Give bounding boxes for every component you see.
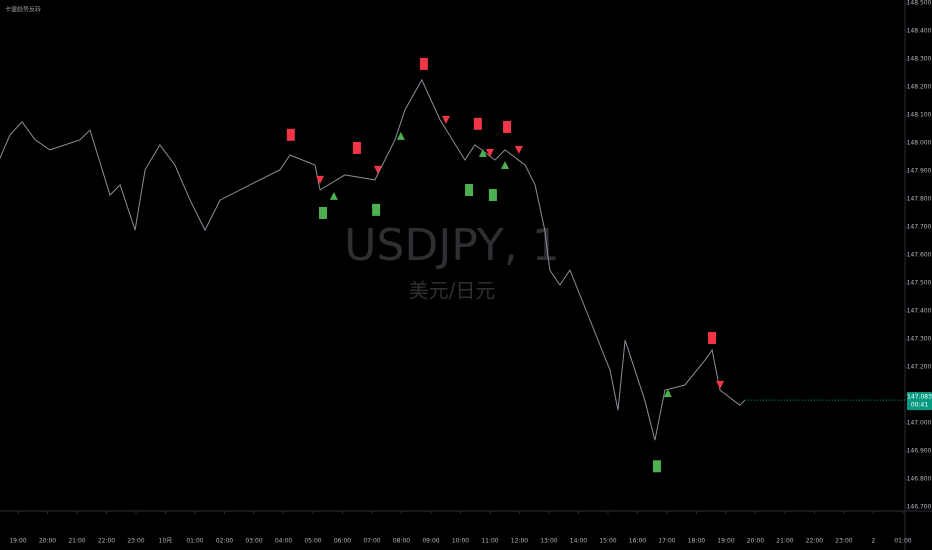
signal-box xyxy=(488,189,497,202)
countdown-label: 00:41 xyxy=(911,402,928,409)
x-tick-label: 01:00 xyxy=(894,538,911,545)
x-tick-label: 08:00 xyxy=(393,538,410,545)
x-tick-label: 19:00 xyxy=(9,538,26,545)
signal-box xyxy=(419,57,428,70)
x-tick-label: 21:00 xyxy=(776,538,793,545)
y-tick-label: 148.400 xyxy=(907,27,932,34)
x-tick-label: 20:00 xyxy=(39,538,56,545)
x-tick-label: 22:00 xyxy=(98,538,115,545)
y-tick-label: 147.500 xyxy=(907,280,932,287)
x-tick-label: 11:00 xyxy=(481,538,498,545)
watermark: USDJPY, 1 xyxy=(344,220,559,271)
watermark-subtitle: 美元/日元 xyxy=(409,279,496,303)
signal-down xyxy=(514,145,523,154)
y-tick-label: 147.300 xyxy=(907,336,932,343)
x-tick-label: 14:00 xyxy=(570,538,587,545)
y-tick-label: 148.500 xyxy=(907,0,932,6)
y-tick-label: 147.000 xyxy=(907,420,932,427)
signal-box xyxy=(652,460,661,473)
y-tick-label: 147.200 xyxy=(907,364,932,371)
y-tick-label: 148.300 xyxy=(907,55,932,62)
signal-down xyxy=(716,381,725,390)
signal-down xyxy=(316,175,325,184)
signal-down xyxy=(373,165,382,174)
x-tick-label: 02:00 xyxy=(216,538,233,545)
signal-up xyxy=(478,149,487,157)
x-tick-label: 12:00 xyxy=(511,538,528,545)
y-tick-label: 146.800 xyxy=(907,476,932,483)
chart-title: 卡盟趋势反转 xyxy=(5,6,41,14)
signal-up xyxy=(396,131,405,140)
signal-box xyxy=(708,331,717,344)
signal-box xyxy=(372,203,381,216)
x-tick-label: 2 xyxy=(872,538,876,545)
x-tick-label: 09:00 xyxy=(422,538,439,545)
x-tick-label: 10月 xyxy=(159,538,173,545)
x-tick-label: 16:00 xyxy=(629,538,646,545)
y-tick-label: 147.800 xyxy=(907,195,932,202)
signal-box xyxy=(503,120,512,133)
signal-box xyxy=(465,183,474,196)
last-price-box xyxy=(907,392,932,411)
x-tick-label: 23:00 xyxy=(127,538,144,545)
x-tick-label: 13:00 xyxy=(540,538,557,545)
y-tick-label: 147.600 xyxy=(907,252,932,259)
y-tick-label: 147.700 xyxy=(907,223,932,230)
y-tick-label: 148.100 xyxy=(907,111,932,118)
x-tick-label: 21:00 xyxy=(68,538,85,545)
signal-down xyxy=(442,115,451,124)
x-tick-label: 19:00 xyxy=(717,538,734,545)
y-tick-label: 147.400 xyxy=(907,308,932,315)
x-tick-label: 23:00 xyxy=(835,538,852,545)
x-tick-label: 05:00 xyxy=(304,538,321,545)
signal-box xyxy=(319,206,328,219)
x-tick-label: 15:00 xyxy=(599,538,616,545)
signal-up xyxy=(329,191,338,200)
x-tick-label: 18:00 xyxy=(688,538,705,545)
x-tick-label: 20:00 xyxy=(747,538,764,545)
signal-box xyxy=(352,141,361,154)
x-tick-label: 17:00 xyxy=(658,538,675,545)
y-tick-label: 146.900 xyxy=(907,448,932,455)
y-tick-label: 148.200 xyxy=(907,83,932,90)
x-tick-label: 03:00 xyxy=(245,538,262,545)
x-tick-label: 07:00 xyxy=(363,538,380,545)
signal-up xyxy=(663,389,672,398)
y-tick-label: 148.000 xyxy=(907,139,932,146)
x-tick-label: 01:00 xyxy=(186,538,203,545)
signal-box xyxy=(473,117,482,130)
signal-down xyxy=(485,149,494,157)
signal-up xyxy=(501,161,510,170)
y-tick-label: 146.700 xyxy=(907,504,932,511)
x-tick-label: 04:00 xyxy=(275,538,292,545)
last-price-label: 147.083 xyxy=(907,394,932,401)
x-tick-label: 06:00 xyxy=(334,538,351,545)
signal-box xyxy=(286,128,295,141)
price-line xyxy=(0,78,746,441)
x-tick-label: 10:00 xyxy=(452,538,469,545)
y-tick-label: 147.900 xyxy=(907,167,932,174)
x-tick-label: 22:00 xyxy=(806,538,823,545)
